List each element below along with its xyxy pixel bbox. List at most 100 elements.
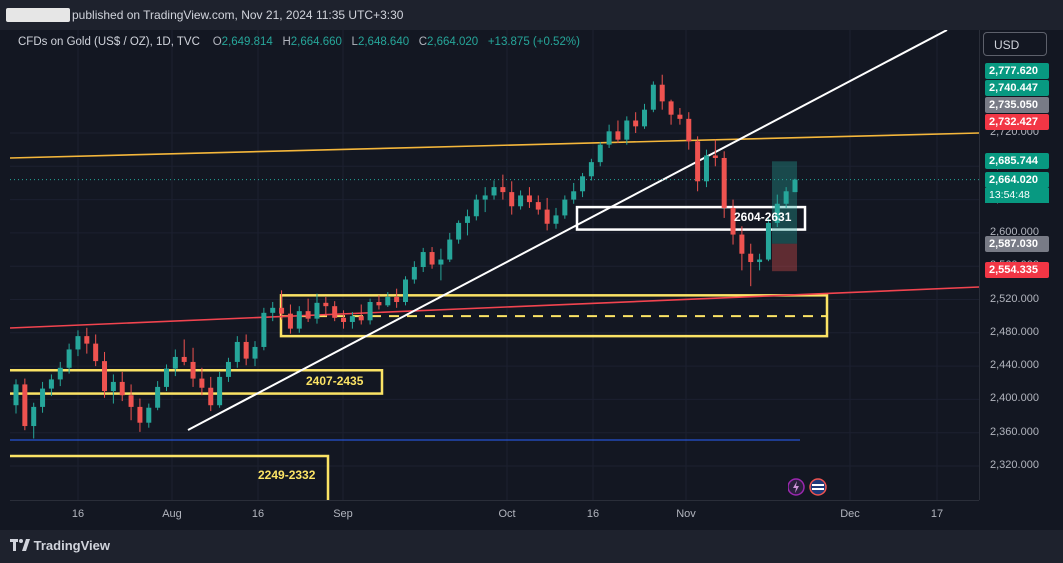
candle-body xyxy=(66,349,72,368)
candle-body xyxy=(597,144,603,163)
candle-body xyxy=(225,361,231,377)
price-tick-label: 2,480.000 xyxy=(990,325,1039,338)
high-value: 2,664.660 xyxy=(290,36,342,48)
candle-body xyxy=(411,267,417,280)
candle-body xyxy=(774,203,780,223)
candle-body xyxy=(323,302,329,307)
us-flag-icon xyxy=(809,478,827,496)
candle-body xyxy=(163,368,169,387)
candle-body xyxy=(624,120,630,140)
time-tick-label: 16 xyxy=(251,508,265,520)
red-trendline xyxy=(9,286,980,329)
close-label: C xyxy=(418,36,428,48)
time-axis[interactable] xyxy=(10,500,979,531)
time-tick-label: 16 xyxy=(586,508,600,520)
candle-body xyxy=(447,239,453,260)
candle-body xyxy=(650,84,656,110)
candle-body xyxy=(252,346,258,359)
candle-body xyxy=(128,395,134,407)
candle-body xyxy=(518,195,524,207)
candle-body xyxy=(137,406,143,423)
high-label: H xyxy=(282,36,291,48)
low-value: 2,648.640 xyxy=(357,36,410,48)
price-label: 2,664.020 xyxy=(985,172,1049,188)
candle-body xyxy=(287,313,293,329)
candle-body xyxy=(181,356,187,362)
candle-body xyxy=(394,297,400,302)
candle-body xyxy=(420,252,426,268)
candle-body xyxy=(482,195,488,200)
candle-body xyxy=(544,209,550,224)
candle-body xyxy=(677,114,683,119)
time-tick-label: 17 xyxy=(930,508,944,520)
candle-body xyxy=(243,341,249,359)
candle-body xyxy=(588,162,594,177)
time-tick-label: Aug xyxy=(162,508,182,520)
candle-body xyxy=(553,215,559,224)
candle-body xyxy=(491,187,497,196)
candle-body xyxy=(783,191,789,204)
candle-body xyxy=(526,195,532,203)
candle-body xyxy=(172,356,178,369)
candle-body xyxy=(721,157,727,208)
candle-body xyxy=(349,316,355,322)
candle-body xyxy=(429,252,435,265)
footer-bar xyxy=(0,530,1063,563)
candle-body xyxy=(535,202,541,210)
candle-body xyxy=(102,361,108,392)
candle-body xyxy=(686,118,692,142)
candle-body xyxy=(199,378,205,388)
price-tick-label: 2,320.000 xyxy=(990,459,1039,471)
chart-svg[interactable] xyxy=(0,29,980,527)
candle-body xyxy=(217,376,223,406)
candle-body xyxy=(57,367,63,380)
candle-body xyxy=(633,120,639,127)
candle-body xyxy=(93,343,99,362)
candle-body xyxy=(40,388,46,407)
candle-body xyxy=(208,387,214,406)
candle-body xyxy=(659,84,665,102)
candle-body xyxy=(730,207,736,235)
candle-body xyxy=(509,192,515,207)
candle-body xyxy=(84,336,90,344)
candle-body xyxy=(110,381,116,392)
candle-body xyxy=(261,312,267,347)
low-label: L xyxy=(351,36,358,48)
candle-body xyxy=(438,259,444,265)
candle-body xyxy=(403,279,408,302)
candle-body xyxy=(615,131,621,140)
candle-body xyxy=(562,199,568,216)
candle-body xyxy=(155,386,161,408)
candle-body xyxy=(332,306,338,318)
candle-body xyxy=(695,141,701,182)
candle-body xyxy=(473,199,479,217)
redacted-author xyxy=(6,8,70,22)
time-tick-label: Nov xyxy=(676,508,696,520)
publish-header: published on TradingView.com, Nov 21, 20… xyxy=(0,0,1063,30)
time-tick-label: Sep xyxy=(333,508,353,520)
price-tick-label: 2,600.000 xyxy=(990,225,1039,238)
tv-logo-icon xyxy=(10,539,30,551)
tradingview-logo[interactable]: TradingView xyxy=(10,538,110,553)
candle-body xyxy=(385,297,391,306)
currency-button[interactable]: USD xyxy=(983,32,1047,56)
candle-body xyxy=(500,187,506,193)
price-label: 2,777.620 xyxy=(985,63,1049,79)
candle-body xyxy=(765,222,771,260)
candle-body xyxy=(13,384,19,406)
zone-label-2249-2332: 2249-2332 xyxy=(258,468,316,482)
open-value: 2,649.814 xyxy=(221,36,273,48)
price-tick-label: 2,440.000 xyxy=(990,359,1039,372)
zone-label-2407-2435: 2407-2435 xyxy=(306,374,364,388)
chart-plot-area[interactable] xyxy=(0,29,980,527)
price-tick-label: 2,400.000 xyxy=(990,392,1039,405)
candle-body xyxy=(270,307,276,313)
published-text: published on TradingView.com, Nov 21, 20… xyxy=(72,8,404,22)
price-tick-label: 2,520.000 xyxy=(990,292,1039,305)
candle-body xyxy=(739,234,745,254)
price-label: 2,732.427 xyxy=(985,114,1049,130)
price-label: 2,740.447 xyxy=(985,80,1049,96)
candle-body xyxy=(642,109,648,127)
event-icons[interactable] xyxy=(787,478,832,496)
price-tick-label: 2,360.000 xyxy=(990,425,1039,438)
